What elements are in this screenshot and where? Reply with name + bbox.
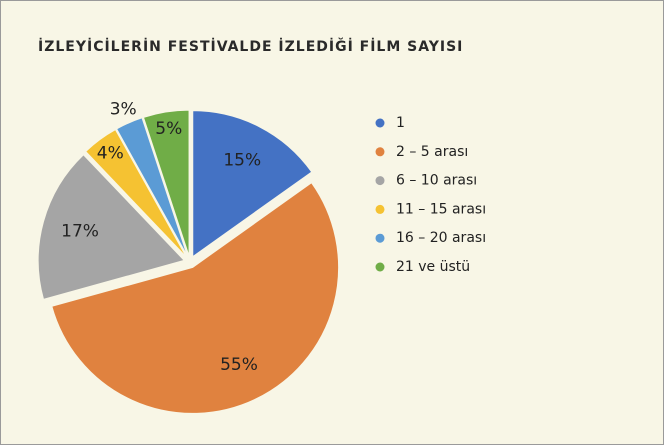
legend-label: 21 ve üstü — [396, 259, 470, 275]
legend-label: 1 — [396, 115, 405, 131]
pie-slice — [115, 117, 189, 257]
legend-label: 11 – 15 arası — [396, 201, 486, 217]
chart-title: İZLEYİCİLERİN FESTİVALDE İZLEDİĞİ FİLM S… — [38, 37, 463, 55]
legend-swatch — [375, 147, 385, 157]
pie-slice — [37, 154, 186, 300]
legend-swatch — [375, 233, 385, 243]
pie-slice — [192, 110, 313, 258]
legend-label: 2 – 5 arası — [396, 144, 468, 160]
data-label: 5% — [155, 119, 182, 139]
data-label: 17% — [61, 222, 99, 242]
data-label: 55% — [220, 355, 258, 375]
data-label: 15% — [223, 151, 261, 171]
legend-swatch — [375, 204, 385, 214]
pie-slice — [142, 109, 190, 257]
legend-swatch — [375, 176, 385, 186]
data-label: 4% — [97, 144, 124, 164]
legend-swatch — [375, 118, 385, 128]
pie-slice — [51, 182, 340, 414]
legend-label: 16 – 20 arası — [396, 230, 486, 246]
legend-label: 6 – 10 arası — [396, 173, 477, 189]
pie-slice — [84, 128, 187, 258]
data-label: 3% — [110, 99, 137, 119]
legend-swatch — [375, 262, 385, 272]
